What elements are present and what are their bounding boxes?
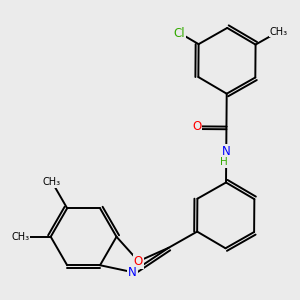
Text: CH₃: CH₃ <box>269 26 288 37</box>
Text: H: H <box>220 158 227 167</box>
Text: Cl: Cl <box>173 27 184 40</box>
Text: O: O <box>192 120 202 133</box>
Text: O: O <box>134 255 143 268</box>
Text: N: N <box>128 266 136 279</box>
Text: CH₃: CH₃ <box>11 232 29 242</box>
Text: N: N <box>222 146 231 158</box>
Text: CH₃: CH₃ <box>43 177 61 187</box>
